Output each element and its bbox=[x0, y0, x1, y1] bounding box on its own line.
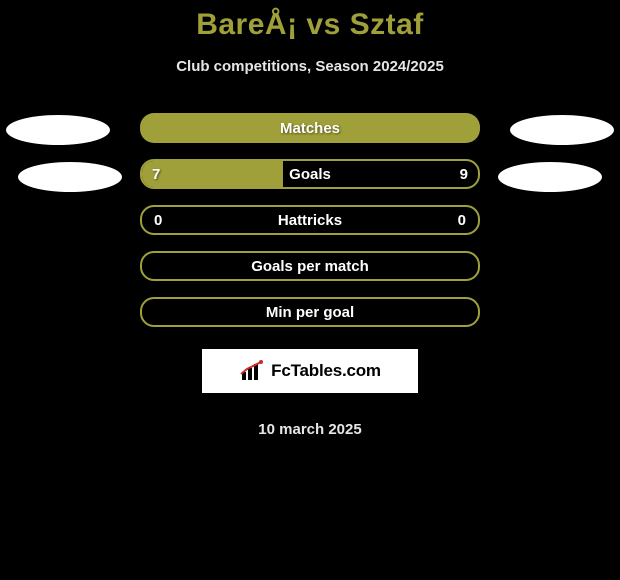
right-value: 0 bbox=[458, 207, 466, 233]
left-team-marker bbox=[18, 162, 122, 192]
chart-icon bbox=[239, 360, 265, 382]
stat-bar: 0 Hattricks 0 bbox=[140, 205, 480, 235]
right-value: 9 bbox=[460, 159, 468, 189]
page-title: BareÅ¡ vs Sztaf bbox=[0, 0, 620, 42]
stat-label: Min per goal bbox=[142, 299, 478, 325]
stat-bar: Matches bbox=[140, 113, 480, 143]
stat-bar: Goals per match bbox=[140, 251, 480, 281]
stat-row-goals-per-match: Goals per match bbox=[0, 251, 620, 297]
logo-inner: FcTables.com bbox=[239, 360, 381, 382]
stat-bar: Min per goal bbox=[140, 297, 480, 327]
stat-row-matches: Matches bbox=[0, 113, 620, 159]
fctables-badge[interactable]: FcTables.com bbox=[202, 349, 418, 393]
right-team-marker bbox=[510, 115, 614, 145]
logo-text: FcTables.com bbox=[271, 361, 381, 381]
stat-row-hattricks: 0 Hattricks 0 bbox=[0, 205, 620, 251]
left-value: 0 bbox=[154, 207, 162, 233]
page-subtitle: Club competitions, Season 2024/2025 bbox=[0, 58, 620, 75]
logo-row: FcTables.com bbox=[0, 349, 620, 405]
screenshot-root: BareÅ¡ vs Sztaf Club competitions, Seaso… bbox=[0, 0, 620, 580]
stat-label: Matches bbox=[140, 113, 480, 143]
split-container bbox=[140, 159, 480, 189]
left-team-marker bbox=[6, 115, 110, 145]
stat-row-min-per-goal: Min per goal bbox=[0, 297, 620, 343]
stat-label: Goals per match bbox=[142, 253, 478, 279]
right-team-marker bbox=[498, 162, 602, 192]
stats-content: Matches 7 Goals 9 0 Hattricks 0 bbox=[0, 113, 620, 438]
left-value: 7 bbox=[152, 159, 160, 189]
left-fill bbox=[142, 161, 283, 187]
stat-row-goals: 7 Goals 9 bbox=[0, 159, 620, 205]
stat-label: Hattricks bbox=[142, 207, 478, 233]
stat-bar: 7 Goals 9 bbox=[140, 159, 480, 189]
footer-date: 10 march 2025 bbox=[0, 421, 620, 438]
